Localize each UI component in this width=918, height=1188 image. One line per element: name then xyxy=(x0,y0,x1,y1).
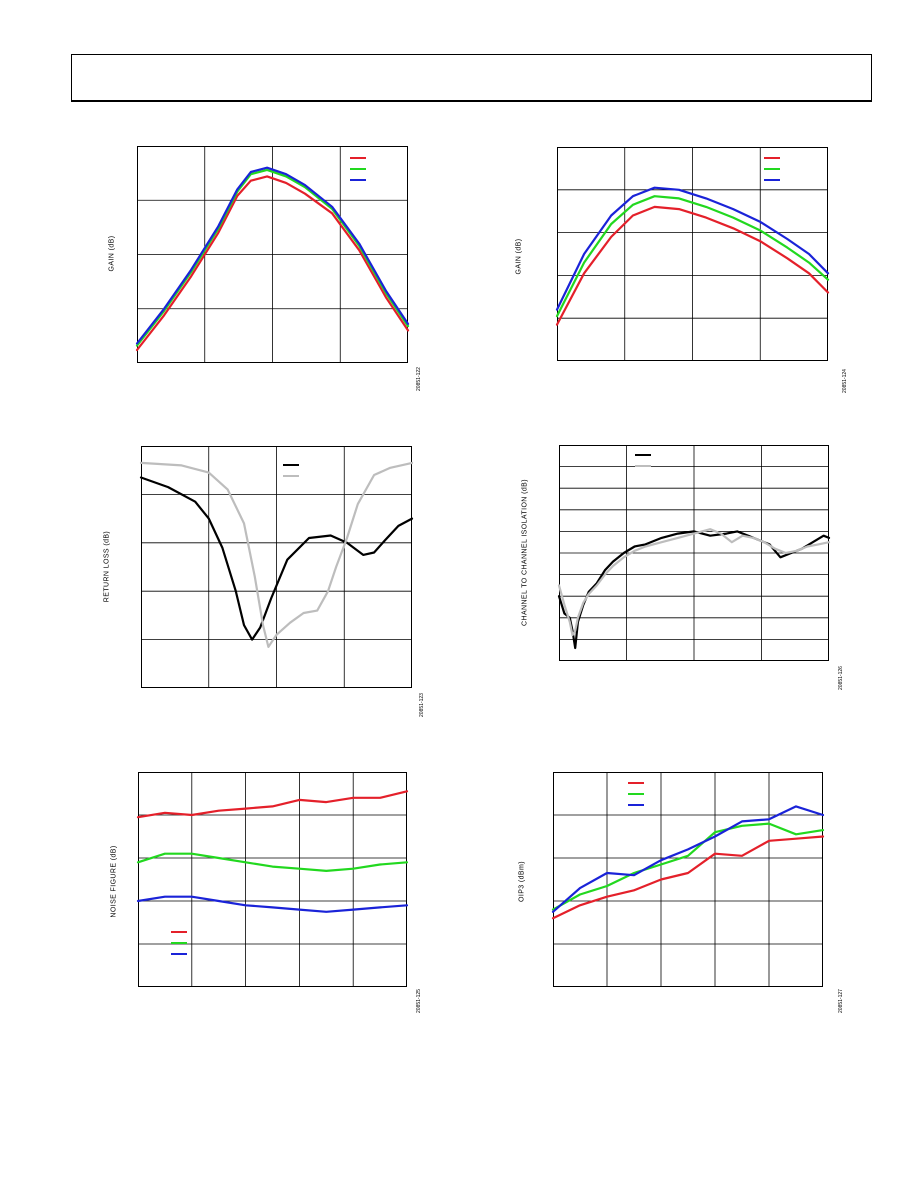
series-line-1 xyxy=(555,205,830,326)
plot-frame xyxy=(559,445,829,661)
series-line-2 xyxy=(551,822,825,911)
y-axis-label: GAIN (dB) xyxy=(515,238,523,275)
series-line-2 xyxy=(557,528,831,637)
y-axis-label: OIP3 (dBm) xyxy=(518,861,526,902)
figure-id: 20851-124 xyxy=(842,369,848,393)
series-line-2 xyxy=(555,195,830,318)
plot-frame xyxy=(557,147,828,361)
return-loss-chart xyxy=(139,446,414,688)
series-line-3 xyxy=(136,895,409,913)
oip3-chart xyxy=(551,772,825,987)
series-line-1 xyxy=(557,530,831,650)
figure-id: 20851-122 xyxy=(416,367,422,391)
series-line-2 xyxy=(136,852,409,872)
figure-id: 20851-125 xyxy=(416,989,422,1013)
y-axis-label: GAIN (dB) xyxy=(108,235,116,272)
series-line-1 xyxy=(135,175,410,352)
y-axis-label: RETURN LOSS (dB) xyxy=(103,530,111,603)
y-axis-label: CHANNEL TO CHANNEL ISOLATION (dB) xyxy=(521,479,529,626)
page-header-box xyxy=(71,54,872,102)
series-line-1 xyxy=(551,835,825,920)
series-line-1 xyxy=(136,790,409,819)
noise-figure-chart xyxy=(136,772,409,987)
y-axis-label: NOISE FIGURE (dB) xyxy=(110,845,118,918)
figure-id: 20851-126 xyxy=(838,666,844,690)
plot-frame xyxy=(553,772,823,987)
plot-frame xyxy=(137,146,408,363)
series-line-3 xyxy=(555,186,830,311)
series-line-2 xyxy=(139,461,414,648)
figure-id: 20851-123 xyxy=(419,693,425,717)
gain-chart-2 xyxy=(555,147,830,361)
gain-chart-1 xyxy=(135,146,410,363)
series-line-3 xyxy=(551,805,825,913)
plot-frame xyxy=(138,772,407,987)
channel-isolation-chart xyxy=(557,445,831,661)
series-line-3 xyxy=(135,166,410,345)
figure-id: 20851-127 xyxy=(838,989,844,1013)
plot-frame xyxy=(141,446,412,688)
series-line-1 xyxy=(139,476,414,641)
